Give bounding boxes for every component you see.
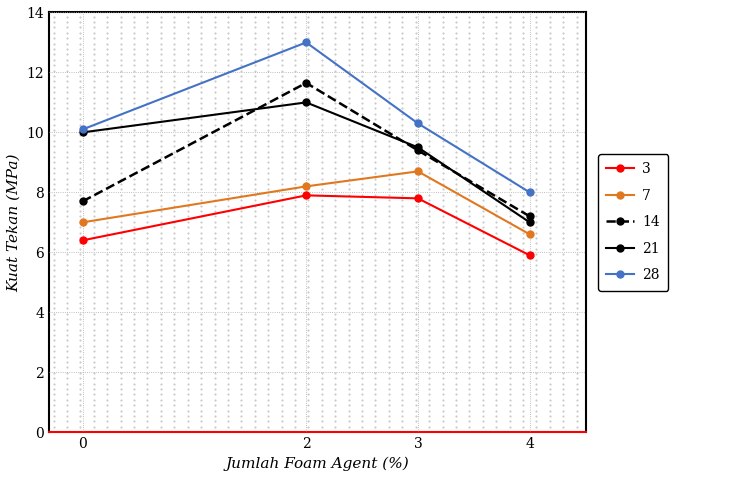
Y-axis label: Kuat Tekan (MPa): Kuat Tekan (MPa) (7, 153, 21, 292)
28 (78, 127, 87, 132)
7 (302, 184, 310, 189)
3 (78, 238, 87, 243)
Line: 28: 28 (79, 39, 533, 196)
Line: 3: 3 (79, 192, 533, 259)
3 (526, 252, 534, 258)
14 (78, 198, 87, 204)
3 (414, 196, 422, 201)
14 (414, 148, 422, 153)
14 (526, 214, 534, 219)
7 (414, 169, 422, 174)
X-axis label: Jumlah Foam Agent (%): Jumlah Foam Agent (%) (225, 456, 409, 471)
Line: 7: 7 (79, 168, 533, 238)
21 (302, 99, 310, 105)
Line: 14: 14 (79, 79, 533, 220)
28 (414, 120, 422, 126)
Legend: 3, 7, 14, 21, 28: 3, 7, 14, 21, 28 (598, 154, 668, 291)
3 (302, 193, 310, 198)
14 (302, 80, 310, 86)
28 (526, 189, 534, 195)
21 (78, 130, 87, 135)
7 (78, 219, 87, 225)
28 (302, 40, 310, 45)
7 (526, 231, 534, 237)
21 (526, 219, 534, 225)
Line: 21: 21 (79, 99, 533, 226)
21 (414, 144, 422, 150)
